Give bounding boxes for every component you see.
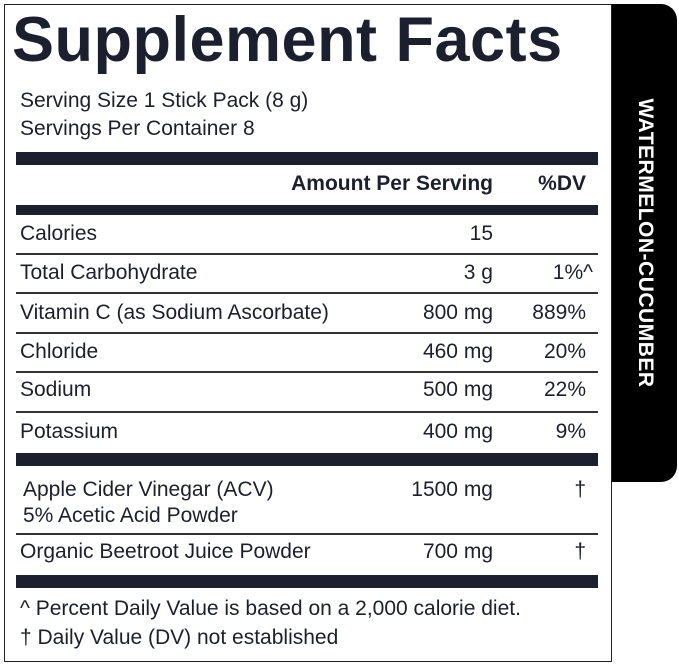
divider-bar [16, 453, 598, 466]
flavor-label: WATERMELON-CUCUMBER [633, 98, 657, 388]
nutrient-name: Chloride [20, 340, 99, 363]
footnote-not-established: † Daily Value (DV) not established [20, 626, 339, 649]
nutrient-amount: 3 g [463, 261, 493, 284]
flavor-tab: WATERMELON-CUCUMBER [612, 4, 677, 482]
ingredient-name: Apple Cider Vinegar (ACV) [23, 478, 274, 501]
footnote-dv: ^ Percent Daily Value is based on a 2,00… [20, 597, 521, 620]
panel-title: Supplement Facts [12, 5, 563, 75]
ingredient-dv: † [574, 478, 586, 501]
nutrient-dv: 20% [543, 340, 586, 363]
serving-size: Serving Size 1 Stick Pack (8 g) [20, 89, 309, 112]
dv-header: %DV [538, 172, 586, 195]
nutrient-dv: 9% [555, 420, 586, 443]
nutrient-amount: 15 [469, 222, 493, 245]
ingredient-name: Organic Beetroot Juice Powder [20, 540, 311, 563]
ingredient-amount: 1500 mg [411, 478, 493, 501]
nutrient-name: Potassium [20, 420, 119, 443]
supplement-facts-panel [4, 4, 612, 662]
row-divider [16, 292, 598, 294]
amount-header: Amount Per Serving [291, 172, 493, 195]
row-divider [16, 371, 598, 373]
nutrient-amount: 500 mg [422, 378, 493, 401]
nutrient-dv: 22% [543, 378, 586, 401]
nutrient-amount: 400 mg [422, 420, 493, 443]
divider-bar [16, 152, 598, 165]
nutrient-name: Vitamin C (as Sodium Ascorbate) [20, 301, 329, 324]
nutrient-name: Sodium [20, 378, 92, 401]
ingredient-amount: 700 mg [422, 540, 493, 563]
servings-per-container: Servings Per Container 8 [20, 117, 255, 140]
nutrient-dv: 1%^ [552, 261, 593, 284]
ingredient-dv: † [574, 540, 586, 563]
nutrient-amount: 460 mg [422, 340, 493, 363]
nutrient-name: Calories [20, 222, 98, 245]
row-divider [16, 411, 598, 413]
row-divider [16, 253, 598, 255]
nutrient-dv: 889% [532, 301, 586, 324]
row-divider [16, 533, 598, 535]
ingredient-subname: 5% Acetic Acid Powder [23, 504, 238, 527]
divider-bar [16, 205, 598, 215]
divider-bar [16, 575, 598, 588]
row-divider [16, 332, 598, 334]
nutrient-name: Total Carbohydrate [20, 261, 198, 284]
nutrient-amount: 800 mg [422, 301, 493, 324]
